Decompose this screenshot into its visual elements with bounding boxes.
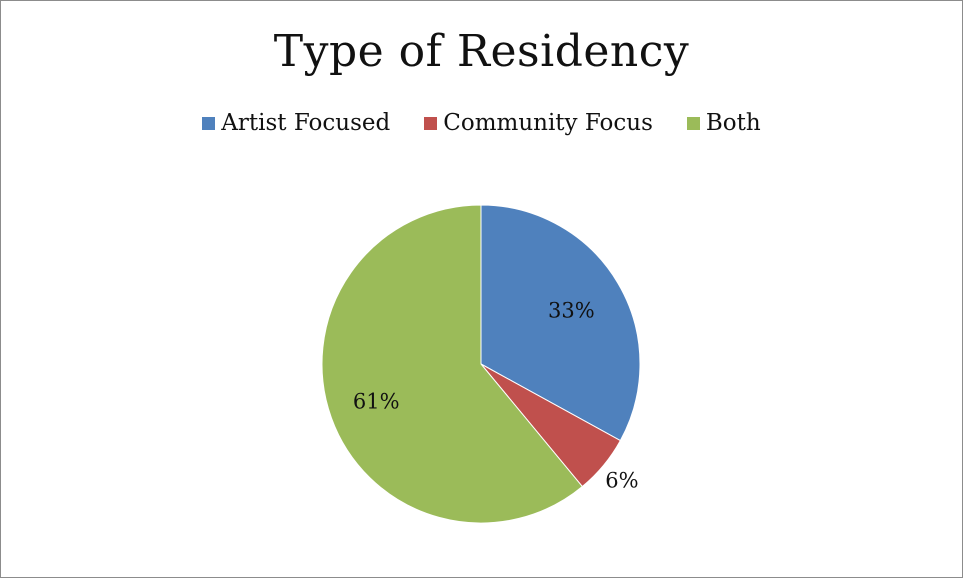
pie-slice-artist-focused bbox=[480, 204, 641, 442]
data-label-artist-focused: 33% bbox=[548, 299, 595, 323]
pie-slice-both bbox=[321, 204, 584, 524]
pie-slices bbox=[321, 204, 641, 524]
chart-title: Type of Residency bbox=[273, 26, 690, 77]
legend-label-both: Both bbox=[705, 110, 761, 136]
legend: Artist Focused Community Focus Both bbox=[0, 110, 963, 136]
legend-item-community-focus: Community Focus bbox=[424, 110, 653, 136]
legend-label-artist-focused: Artist Focused bbox=[221, 110, 391, 136]
legend-item-artist-focused: Artist Focused bbox=[202, 110, 390, 136]
legend-label-community-focus: Community Focus bbox=[443, 110, 653, 136]
data-label-both: 61% bbox=[353, 390, 400, 414]
data-label-community-focus: 6% bbox=[605, 469, 638, 493]
legend-swatch-community-focus bbox=[424, 116, 438, 130]
legend-item-both: Both bbox=[686, 110, 761, 136]
legend-swatch-artist-focused bbox=[202, 116, 216, 130]
legend-swatch-both bbox=[686, 116, 700, 130]
pie-data-labels: 33% 6% 61% bbox=[353, 299, 639, 493]
